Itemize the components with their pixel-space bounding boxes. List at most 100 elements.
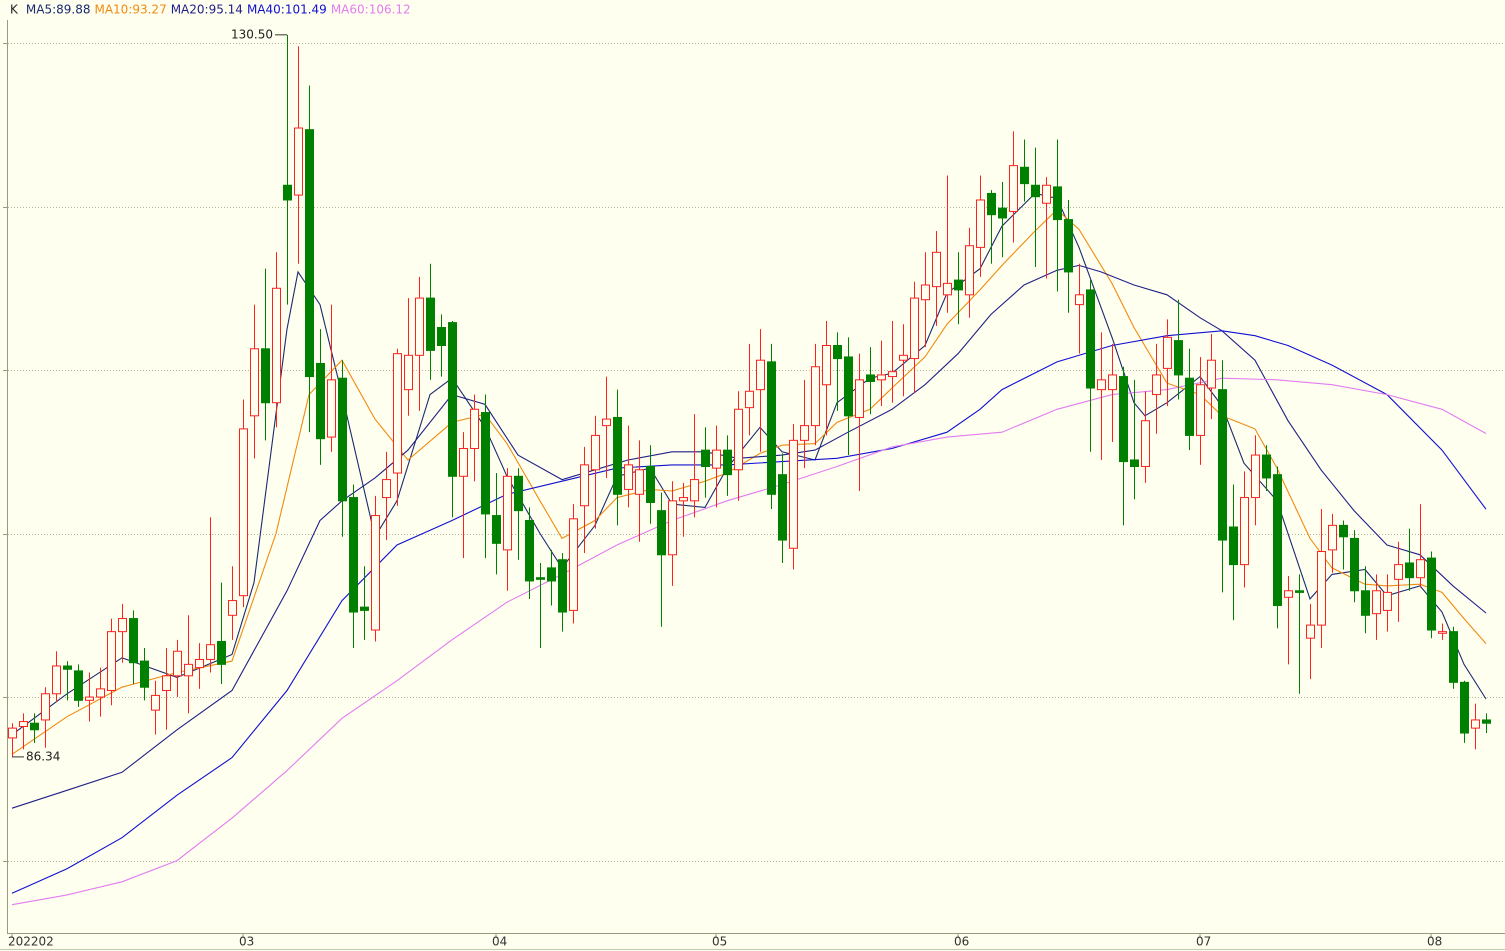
x-tick-label: 03	[239, 935, 254, 949]
candle-body	[800, 425, 809, 441]
ma-line	[11, 264, 1487, 809]
candle-body	[107, 631, 116, 692]
candle-body	[151, 694, 160, 711]
candle-body	[789, 439, 798, 549]
candle-body	[316, 362, 325, 440]
candle-body	[206, 644, 215, 660]
candle-body	[272, 287, 281, 404]
candle-body	[899, 354, 908, 361]
candle-body	[305, 129, 314, 378]
candle-body	[1405, 562, 1414, 579]
candle-body	[1196, 384, 1205, 436]
candle-body	[492, 515, 501, 544]
x-tick-label: 05	[712, 935, 727, 949]
candle-body	[118, 618, 127, 633]
candle-body	[701, 449, 710, 468]
candle-body	[624, 464, 633, 490]
candle-body	[910, 297, 919, 360]
candle-body	[932, 251, 941, 288]
candle-body	[250, 348, 259, 417]
candle-body	[987, 192, 996, 216]
ma-line	[11, 330, 1487, 894]
candle-body	[1471, 719, 1480, 729]
candle-body	[558, 559, 567, 613]
candle-body	[1130, 459, 1139, 467]
candle-body	[52, 665, 61, 695]
candle-body	[1152, 374, 1161, 396]
candle-body	[646, 466, 655, 503]
candle-body	[1317, 551, 1326, 626]
candle-body	[1229, 526, 1238, 566]
candle-body	[822, 345, 831, 386]
candle-body	[393, 353, 402, 474]
candle-body	[63, 665, 72, 670]
candle-body	[426, 297, 435, 351]
candle-body	[1273, 474, 1282, 606]
x-tick-label: 04	[492, 935, 507, 949]
candle-body	[261, 348, 270, 404]
candle-body	[1350, 537, 1359, 592]
candle-body	[239, 428, 248, 597]
candle-body	[1020, 166, 1029, 185]
candle-body	[602, 418, 611, 427]
candle-body	[1394, 564, 1403, 580]
candle-body	[1438, 631, 1447, 634]
candle-body	[1372, 590, 1381, 615]
candle-body	[327, 379, 336, 438]
candle-body	[965, 245, 974, 296]
candle-body	[998, 207, 1007, 219]
candle-body	[1009, 165, 1018, 212]
candle-body	[734, 408, 743, 471]
candle-body	[173, 650, 182, 677]
candle-body	[140, 660, 149, 688]
annotation: 130.50	[231, 27, 273, 41]
candle-body	[1174, 340, 1183, 376]
candle-body	[778, 474, 787, 541]
candle-body	[679, 497, 688, 502]
candle-body	[415, 297, 424, 356]
candle-body	[943, 282, 952, 296]
candle-body	[547, 567, 556, 582]
candle-body	[525, 519, 534, 582]
candle-body	[19, 721, 28, 727]
candle-body	[569, 518, 578, 611]
ma-line	[11, 377, 1487, 906]
candle-body	[855, 379, 864, 418]
candle-body	[1097, 379, 1106, 391]
annotation: 86.34	[26, 749, 60, 763]
x-tick-label: 08	[1427, 935, 1442, 949]
legend-entry: MA10:93.27	[94, 3, 166, 17]
candle-body	[888, 371, 897, 378]
candle-body	[1042, 184, 1051, 204]
candle-body	[470, 408, 479, 450]
legend-entry: MA40:101.49	[247, 3, 327, 17]
candle-body	[503, 475, 512, 551]
candle-body	[1163, 336, 1172, 369]
candle-body	[536, 577, 545, 580]
candle-body	[184, 663, 193, 677]
candle-body	[1328, 524, 1337, 551]
legend-entry: MA20:95.14	[171, 3, 243, 17]
candle-body	[1482, 719, 1491, 724]
x-tick-label: 07	[1196, 935, 1211, 949]
candle-body	[1064, 219, 1073, 273]
candle-body	[85, 696, 94, 701]
candle-body	[514, 475, 523, 512]
candle-body	[1262, 454, 1271, 479]
candle-body	[690, 479, 699, 502]
candle-body	[712, 449, 721, 469]
candle-body	[591, 434, 600, 471]
x-tick-label: 202202	[8, 935, 54, 949]
candle-body	[195, 658, 204, 669]
candle-body	[74, 670, 83, 701]
candle-body	[481, 412, 490, 515]
candle-body	[833, 345, 842, 360]
candle-body	[448, 322, 457, 477]
candle-body	[1449, 631, 1458, 683]
candle-body	[283, 184, 292, 201]
candle-body	[767, 361, 776, 495]
candle-body	[866, 374, 875, 382]
candle-body	[1361, 590, 1370, 616]
